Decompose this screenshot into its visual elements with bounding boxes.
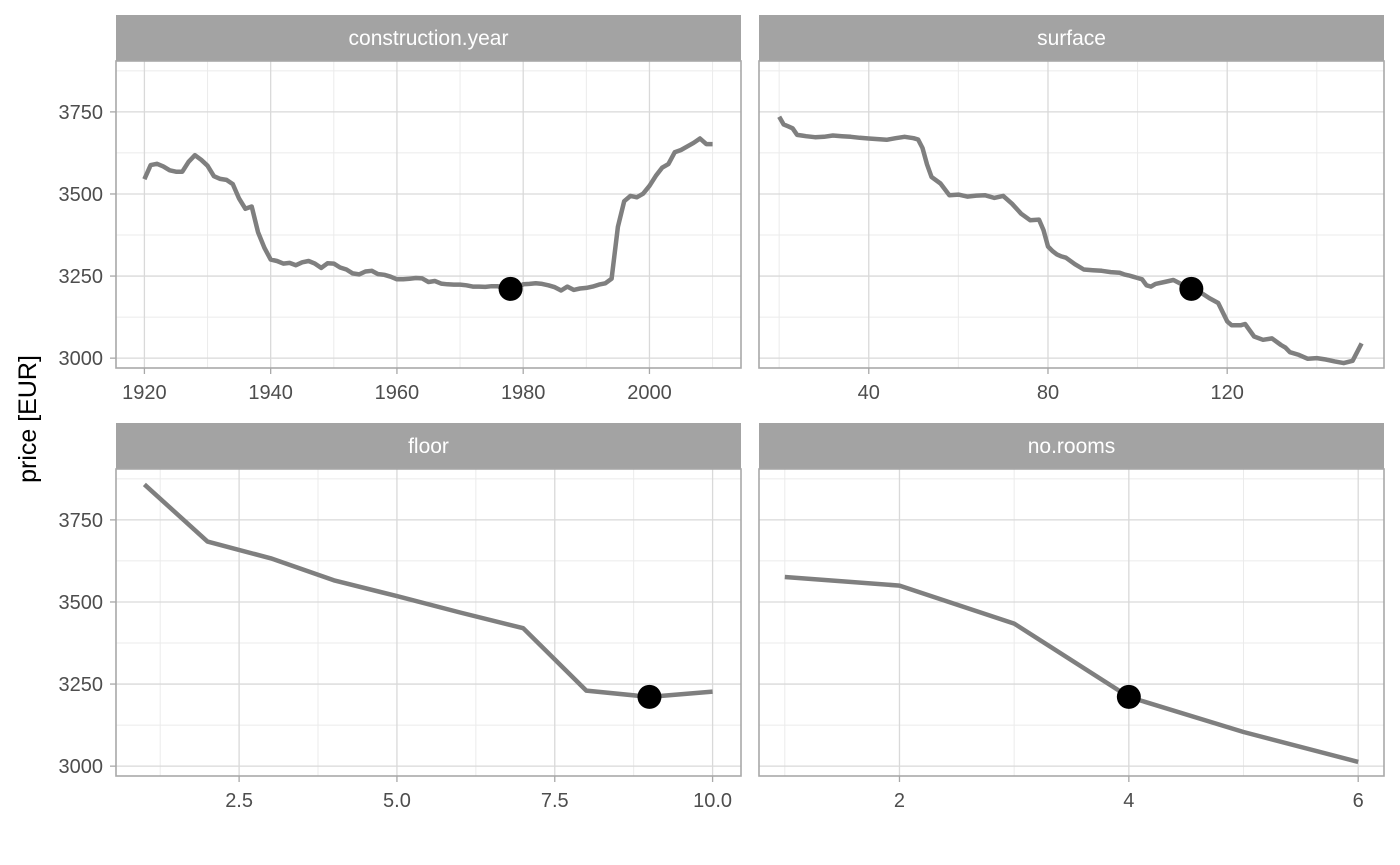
x-tick-label: 6 xyxy=(1353,790,1364,812)
panel-border xyxy=(115,60,742,369)
x-tick-label: 40 xyxy=(858,382,880,404)
profile-line xyxy=(784,574,1359,765)
panel-no-rooms: no.rooms 2 4 6 xyxy=(758,423,1385,812)
facet-strip-label: no.rooms xyxy=(1028,435,1116,458)
panel-background xyxy=(759,469,1384,776)
x-tick-label: 1940 xyxy=(248,382,293,404)
y-tick-label: 3250 xyxy=(59,674,104,696)
x-tick-label: 80 xyxy=(1037,382,1059,404)
y-tick-label: 3750 xyxy=(59,102,104,124)
facet-strip xyxy=(759,15,1384,61)
panel-border xyxy=(758,60,1385,369)
panel-floor: floor 2.5 5.0 7.5 10.0 3000 3250 3500 3750 xyxy=(59,423,742,812)
panel-border xyxy=(758,468,1385,777)
y-tick-label: 3750 xyxy=(59,510,104,532)
panel-construction-year: construction.year 1920 1940 1960 1980 2000 300… xyxy=(59,15,742,404)
y-tick-label: 3250 xyxy=(59,266,104,288)
facet-strip-label: construction.year xyxy=(349,27,509,50)
profile-line xyxy=(777,115,1364,366)
panel-background xyxy=(759,61,1384,368)
panel-background xyxy=(116,469,741,776)
x-tick-label: 2.5 xyxy=(225,790,253,812)
x-tick-label: 2000 xyxy=(627,382,672,404)
panel-surface: surface 40 80 120 xyxy=(758,15,1385,404)
x-tick-label: 5.0 xyxy=(383,790,411,812)
x-tick-label: 1920 xyxy=(122,382,167,404)
y-tick-label: 3500 xyxy=(59,592,104,614)
facet-strip-label: floor xyxy=(408,435,449,458)
x-tick-label: 10.0 xyxy=(693,790,732,812)
y-tick-label: 3500 xyxy=(59,184,104,206)
observation-point xyxy=(637,684,662,709)
observation-point xyxy=(1179,276,1204,301)
y-tick-label: 3000 xyxy=(59,756,104,778)
facet-panels: construction.year 1920 1940 1960 1980 2000 300… xyxy=(59,15,1385,812)
facet-strip xyxy=(116,15,741,61)
x-tick-label: 1960 xyxy=(375,382,420,404)
y-axis-title: price [EUR] xyxy=(14,355,42,483)
observation-point xyxy=(1116,684,1141,709)
panel-background xyxy=(116,61,741,368)
x-tick-label: 2 xyxy=(894,790,905,812)
x-tick-label: 120 xyxy=(1211,382,1244,404)
panel-border xyxy=(115,468,742,777)
facet-strip xyxy=(759,423,1384,469)
x-tick-label: 1980 xyxy=(501,382,546,404)
facet-strip-label: surface xyxy=(1037,27,1106,50)
profile-line xyxy=(142,136,713,293)
x-tick-label: 7.5 xyxy=(541,790,569,812)
profile-line xyxy=(142,482,713,700)
facet-strip xyxy=(116,423,741,469)
x-tick-label: 4 xyxy=(1123,790,1134,812)
y-tick-label: 3000 xyxy=(59,348,104,370)
observation-point xyxy=(498,276,523,301)
